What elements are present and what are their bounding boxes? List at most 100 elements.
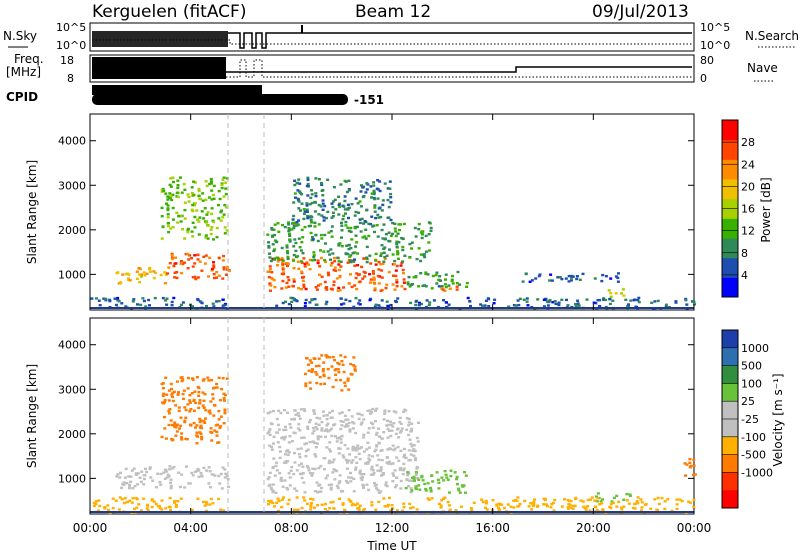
heatmap-cell [395, 285, 399, 288]
heatmap-cell [441, 288, 445, 291]
heatmap-cell [390, 504, 394, 507]
heatmap-cell [621, 288, 625, 291]
heatmap-cell [670, 509, 674, 513]
heatmap-cell [135, 277, 139, 280]
heatmap-cell [128, 499, 132, 502]
heatmap-cell [294, 241, 298, 245]
heatmap-cell [581, 500, 585, 503]
heatmap-cell [202, 255, 206, 258]
heatmap-cell [286, 411, 289, 414]
heatmap-cell [295, 299, 299, 303]
heatmap-cell [378, 189, 382, 193]
heatmap-cell [392, 410, 396, 413]
heatmap-cell [303, 409, 307, 413]
heatmap-cell [299, 447, 303, 450]
heatmap-cell [317, 223, 321, 226]
heatmap-cell [325, 446, 329, 449]
heatmap-cell [276, 441, 280, 444]
heatmap-cell [410, 489, 414, 492]
heatmap-band [166, 252, 231, 281]
heatmap-cell [457, 489, 461, 492]
heatmap-cell [280, 479, 284, 482]
heatmap-cell [164, 192, 168, 195]
heatmap-cell [339, 354, 343, 357]
heatmap-cell [611, 299, 615, 302]
heatmap-cell [306, 185, 310, 188]
heatmap-cell [301, 279, 305, 282]
heatmap-cell [176, 184, 180, 187]
heatmap-cell [346, 418, 350, 421]
heatmap-cell [181, 262, 185, 266]
heatmap-cell [357, 452, 361, 456]
heatmap-cell [521, 280, 525, 283]
heatmap-cell [217, 274, 221, 277]
heatmap-cell [329, 264, 333, 267]
sky-panel: N.Sky 10^5 10^0 10^5 10^0 N.Search [3, 21, 799, 52]
heatmap-cell [337, 452, 341, 455]
heatmap-cell [373, 282, 377, 285]
heatmap-cell [470, 509, 474, 512]
sky-right-tick-top: 10^5 [700, 21, 730, 34]
heatmap-cell [329, 488, 333, 491]
heatmap-cell [287, 221, 290, 224]
heatmap-cell [219, 508, 223, 511]
heatmap-cell [481, 304, 484, 307]
heatmap-cell [324, 302, 328, 306]
colorbar-tick-label: 20 [741, 180, 755, 193]
heatmap-cell [323, 468, 326, 471]
heatmap-cell [532, 500, 536, 504]
heatmap-cell [328, 411, 332, 414]
heatmap-cell [303, 442, 307, 446]
heatmap-cell [269, 499, 273, 503]
heatmap-cell [392, 422, 396, 425]
heatmap-cell [196, 497, 200, 500]
heatmap-cell [183, 419, 187, 422]
heatmap-cell [271, 483, 275, 486]
heatmap-cell [94, 502, 98, 506]
heatmap-cell [226, 478, 230, 481]
heatmap-cell [171, 206, 175, 210]
heatmap-cell [309, 505, 313, 508]
heatmap-cell [310, 201, 314, 205]
heatmap-cell [331, 461, 335, 464]
heatmap-cell [375, 487, 378, 490]
heatmap-cell [339, 438, 343, 441]
heatmap-cell [364, 191, 368, 194]
heatmap-cell [445, 301, 448, 304]
heatmap-cell [204, 234, 208, 237]
heatmap-cell [173, 421, 177, 424]
heatmap-cell [439, 504, 443, 507]
heatmap-cell [380, 458, 384, 462]
heatmap-cell [344, 298, 348, 301]
heatmap-cell [684, 474, 687, 477]
heatmap-cell [401, 245, 405, 249]
heatmap-cell [685, 303, 689, 306]
heatmap-cell [358, 457, 362, 461]
heatmap-cell [148, 304, 151, 307]
heatmap-band [304, 354, 357, 392]
heatmap-cell [314, 364, 318, 368]
heatmap-cell [358, 299, 362, 302]
heatmap-cell [360, 421, 364, 424]
heatmap-cell [328, 459, 332, 462]
heatmap-cell [548, 299, 552, 302]
heatmap-cell [196, 218, 199, 221]
heatmap-cell [509, 505, 513, 508]
heatmap-cell [316, 284, 320, 287]
heatmap-cell [160, 508, 164, 511]
heatmap-cell [379, 466, 383, 469]
heatmap-cell [306, 466, 310, 469]
heatmap-cell [439, 279, 442, 282]
heatmap-cell [170, 393, 174, 396]
heatmap-cell [286, 276, 290, 279]
freq-left-label-2: [MHz] [6, 65, 41, 79]
heatmap-cell [332, 268, 336, 272]
heatmap-cell [201, 379, 205, 382]
heatmap-cell [424, 234, 428, 238]
heatmap-cell [373, 481, 376, 485]
heatmap-cell [313, 221, 317, 224]
heatmap-cell [300, 472, 304, 476]
heatmap-cell [308, 258, 312, 262]
heatmap-cell [286, 264, 289, 268]
heatmap-cell [323, 258, 327, 262]
